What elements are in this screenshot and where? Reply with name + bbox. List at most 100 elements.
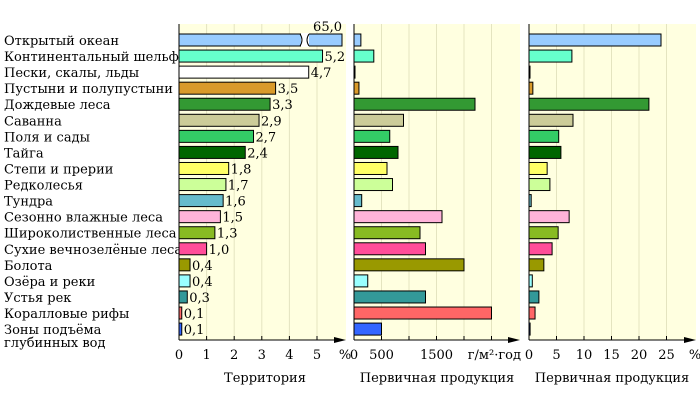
category-label: Озёра и реки — [4, 275, 95, 290]
bar — [353, 178, 393, 192]
bar — [528, 178, 551, 192]
x-axis-title: Первичная продукция — [535, 371, 690, 386]
bar — [178, 210, 221, 224]
x-tick-label: 5 — [313, 348, 321, 363]
bar — [353, 33, 362, 47]
category-label: Тундра — [4, 195, 53, 210]
bar — [353, 194, 363, 208]
bar — [178, 145, 246, 159]
data-label: 1,5 — [222, 211, 243, 226]
category-label: Болота — [4, 259, 53, 274]
data-label: 1,6 — [225, 195, 246, 210]
x-unit-label: % — [689, 348, 700, 363]
category-label: Сухие вечнозелёные леса — [4, 243, 182, 258]
category-label: Сезонно влажные леса — [4, 211, 163, 226]
bar — [178, 242, 208, 256]
bar — [353, 145, 399, 159]
x-unit-label: г/м²·год — [468, 348, 521, 363]
bar — [353, 129, 391, 143]
bar — [528, 258, 545, 272]
bar — [528, 290, 540, 304]
x-tick-label: 2 — [230, 348, 238, 363]
bar — [528, 65, 531, 79]
data-label: 0,4 — [192, 275, 213, 290]
bar — [178, 306, 183, 320]
bar — [353, 97, 476, 111]
bar — [178, 97, 271, 111]
bar — [353, 290, 426, 304]
x-tick-label: 10 — [576, 348, 593, 363]
bar — [528, 210, 570, 224]
category-label: Саванна — [4, 114, 62, 129]
bar — [353, 322, 382, 336]
bar — [353, 274, 369, 288]
bar — [528, 194, 532, 208]
bar — [178, 81, 277, 95]
bar — [353, 226, 421, 240]
category-label: Пески, скалы, льды — [4, 66, 139, 81]
x-tick-label: 5 — [552, 348, 560, 363]
bar — [528, 49, 573, 63]
x-tick-label: 1 — [202, 348, 210, 363]
x-tick-label: 0 — [350, 348, 358, 363]
bar — [353, 113, 404, 127]
category-label: Широколиственные леса — [4, 227, 177, 242]
x-unit-label: % — [339, 348, 351, 363]
x-tick-label: 0 — [525, 348, 533, 363]
data-label: 0,1 — [184, 307, 205, 322]
bar — [178, 65, 310, 79]
data-label: 1,0 — [209, 243, 230, 258]
category-label: Континентальный шельф — [4, 50, 179, 65]
bar — [353, 161, 388, 175]
axis-break-mark — [299, 33, 310, 47]
x-tick-label: 1500 — [420, 348, 453, 363]
bar — [178, 194, 224, 208]
bar — [178, 178, 227, 192]
category-label: Коралловые рифы — [4, 307, 129, 322]
data-label: 2,9 — [261, 114, 282, 129]
bar — [178, 33, 343, 47]
data-label: 1,8 — [231, 162, 252, 177]
bar — [178, 49, 324, 63]
bar — [528, 322, 531, 336]
x-tick-label: 25 — [658, 348, 675, 363]
data-label: 2,7 — [256, 130, 277, 145]
bar — [178, 129, 255, 143]
data-label: 3,3 — [272, 98, 293, 113]
x-axis-title: Первичная продукция — [360, 371, 515, 386]
data-label: 65,0 — [313, 20, 342, 35]
bar — [178, 274, 191, 288]
bar — [353, 49, 375, 63]
category-label: Устья рек — [4, 291, 71, 306]
bar — [528, 306, 536, 320]
category-label: Тайга — [4, 146, 44, 161]
x-tick-label: 3 — [258, 348, 266, 363]
category-label: Зоны подъёма — [4, 323, 102, 338]
category-label: Редколесья — [4, 179, 83, 194]
bar — [178, 290, 188, 304]
bar — [528, 129, 560, 143]
bar — [178, 226, 216, 240]
bar — [178, 161, 230, 175]
bar — [353, 258, 465, 272]
data-label: 0,1 — [184, 323, 205, 338]
bar — [528, 33, 662, 47]
bar — [178, 258, 191, 272]
data-label: 0,4 — [192, 259, 213, 274]
data-label: 3,5 — [278, 82, 299, 97]
x-tick-label: 0 — [175, 348, 183, 363]
data-label: 1,7 — [228, 179, 249, 194]
category-label: Поля и сады — [4, 130, 90, 145]
bar — [353, 242, 426, 256]
axis-arrow — [334, 337, 346, 343]
bar — [528, 161, 548, 175]
category-label: Открытый океан — [4, 34, 119, 49]
x-tick-label: 500 — [369, 348, 394, 363]
bar — [353, 65, 356, 79]
x-axis-title: Территория — [224, 371, 306, 386]
bar — [528, 97, 650, 111]
x-tick-label: 4 — [285, 348, 293, 363]
bar — [353, 210, 443, 224]
bar — [353, 81, 360, 95]
